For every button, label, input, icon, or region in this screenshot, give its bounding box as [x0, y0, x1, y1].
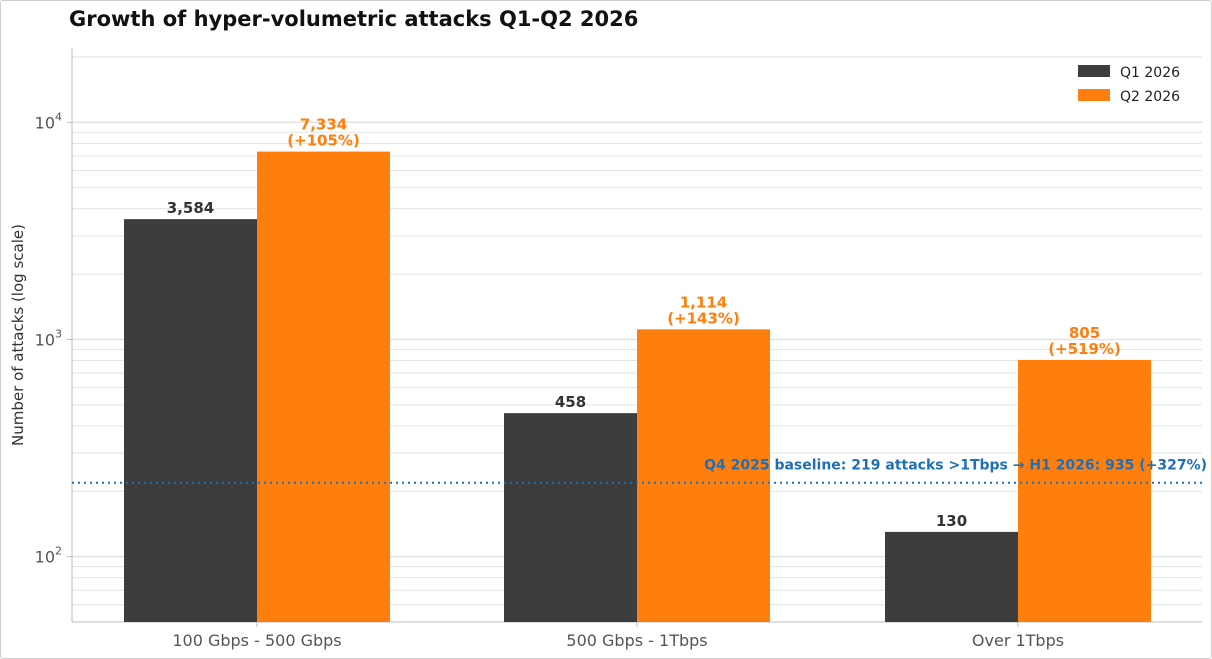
bar-value-label: 130: [936, 512, 967, 530]
bar-q1: [885, 531, 1018, 622]
bar-value-label: (+105%): [287, 132, 360, 150]
x-tick-label: Over 1Tbps: [972, 631, 1064, 650]
bar-q1: [124, 219, 257, 622]
bar-value-label: 458: [555, 393, 586, 411]
bar-value-label: 1,114: [680, 293, 727, 311]
bar-value-label: (+143%): [667, 309, 740, 327]
y-tick-label: 104: [35, 110, 62, 132]
legend-label-q1: Q1 2026: [1120, 65, 1180, 81]
x-tick-label: 500 Gbps - 1Tbps: [566, 631, 707, 650]
chart-title: Growth of hyper-volumetric attacks Q1-Q2…: [69, 7, 639, 31]
legend-swatch-q1: [1078, 65, 1110, 77]
y-axis-label: Number of attacks (log scale): [9, 224, 27, 446]
y-tick-label: 102: [35, 545, 62, 567]
bar-q2: [257, 151, 390, 622]
baseline-annotation: Q4 2025 baseline: 219 attacks >1Tbps → H…: [704, 458, 1207, 474]
bar-q2: [637, 329, 770, 622]
bar-value-label: 805: [1069, 324, 1100, 342]
bar-q1: [504, 413, 637, 622]
bar-value-label: 3,584: [167, 199, 214, 217]
legend-swatch-q2: [1078, 89, 1110, 101]
y-tick-label: 103: [35, 327, 62, 349]
bar-value-label: 7,334: [300, 116, 347, 134]
bar-q2: [1018, 359, 1151, 622]
legend-label-q2: Q2 2026: [1120, 89, 1180, 105]
x-tick-label: 100 Gbps - 500 Gbps: [172, 631, 341, 650]
bar-value-label: (+519%): [1048, 340, 1121, 358]
